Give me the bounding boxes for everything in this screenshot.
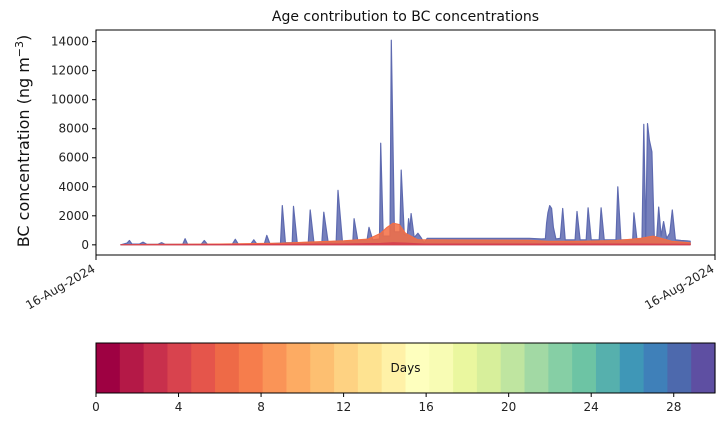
colorbar-cell-19 xyxy=(548,343,573,393)
colorbar-cell-5 xyxy=(215,343,240,393)
colorbar-cell-1 xyxy=(119,343,145,393)
colorbar-cell-18 xyxy=(524,343,549,393)
colorbar-cell-2 xyxy=(143,343,169,393)
y-axis-label-sup: −3 xyxy=(13,41,26,57)
y-axis-label-close: ) xyxy=(14,35,33,41)
colorbar-tick-label-12: 12 xyxy=(336,400,351,414)
colorbar-tick-label-24: 24 xyxy=(584,400,599,414)
plot-frame xyxy=(95,29,716,256)
colorbar-cell-20 xyxy=(572,343,597,393)
colorbar-cell-21 xyxy=(595,343,621,393)
colorbar-tick-label-16: 16 xyxy=(418,400,433,414)
colorbar-cell-12 xyxy=(381,343,407,393)
colorbar-cell-24 xyxy=(667,343,692,393)
colorbar-cell-3 xyxy=(167,343,192,393)
colorbar-cell-0 xyxy=(96,343,121,393)
series-recent-area xyxy=(120,222,691,246)
y-tick-label-0: 0 xyxy=(81,238,89,252)
colorbar-tick-label-4: 4 xyxy=(175,400,183,414)
colorbar-cell-6 xyxy=(238,343,264,393)
series-total-area xyxy=(120,39,691,246)
colorbar-cell-17 xyxy=(500,343,526,393)
colorbar-cell-7 xyxy=(262,343,288,393)
plot-area: 0 2000 4000 6000 8000 10000 12000 14000 16-Aug-… xyxy=(23,29,717,312)
y-tick-label-6000: 6000 xyxy=(58,151,89,165)
colorbar-cell-23 xyxy=(643,343,668,393)
colorbar-tick-label-28: 28 xyxy=(666,400,681,414)
colorbar-cell-16 xyxy=(476,343,502,393)
colorbar-cell-9 xyxy=(310,343,335,393)
colorbar-frame xyxy=(95,342,716,394)
colorbar-cell-15 xyxy=(453,343,478,393)
y-axis-label: BC concentration (ng m−3) xyxy=(13,35,34,248)
colorbar-cell-22 xyxy=(619,343,645,393)
colorbar-cell-14 xyxy=(429,343,454,393)
colorbar-cell-4 xyxy=(191,343,216,393)
series-layer xyxy=(120,39,691,246)
y-tick-label-2000: 2000 xyxy=(58,209,89,223)
y-tick-label-12000: 12000 xyxy=(51,64,89,78)
y-tick-label-10000: 10000 xyxy=(51,93,89,107)
chart-title: Age contribution to BC concentrations xyxy=(272,9,539,25)
colorbar-cell-8 xyxy=(286,343,311,393)
colorbar-tick-label-20: 20 xyxy=(501,400,516,414)
colorbar-cells xyxy=(96,343,716,393)
y-tick-label-4000: 4000 xyxy=(58,180,89,194)
x-tick-label-1: 16-Aug-2024 xyxy=(642,261,716,312)
colorbar-ticks: 0 4 8 12 16 20 24 28 xyxy=(92,393,681,414)
colorbar-tick-label-8: 8 xyxy=(257,400,265,414)
colorbar-cell-25 xyxy=(691,343,716,393)
y-tick-label-14000: 14000 xyxy=(51,35,89,49)
colorbar-cell-10 xyxy=(334,343,359,393)
colorbar-cell-13 xyxy=(405,343,430,393)
colorbar-tick-label-0: 0 xyxy=(92,400,100,414)
y-tick-label-8000: 8000 xyxy=(58,122,89,136)
colorbar-cell-11 xyxy=(357,343,383,393)
y-axis-label-main: BC concentration (ng m xyxy=(14,57,33,247)
series-youngest-area xyxy=(120,242,691,246)
x-tick-label-0: 16-Aug-2024 xyxy=(23,261,97,312)
colorbar-label: Days xyxy=(391,361,421,375)
y-axis: 0 2000 4000 6000 8000 10000 12000 14000 xyxy=(51,35,96,252)
colorbar: Days 0 4 8 12 16 20 24 28 xyxy=(92,342,716,414)
x-axis: 16-Aug-2024 16-Aug-2024 xyxy=(23,255,717,312)
